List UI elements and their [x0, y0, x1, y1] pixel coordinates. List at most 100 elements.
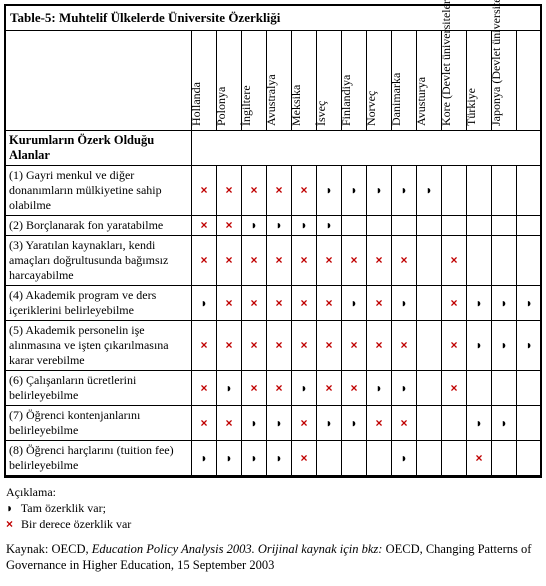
row-label: (7) Öğrenci kontenjanlarını belirleyebil… [6, 406, 192, 441]
cell: × [242, 286, 267, 321]
cell [342, 441, 367, 476]
cell: ◗ [342, 286, 367, 321]
cell: × [192, 236, 217, 286]
cell: × [442, 286, 467, 321]
row-label: (5) Akademik personelin işe alınmasına v… [6, 321, 192, 371]
cell: × [342, 321, 367, 371]
cell: × [442, 321, 467, 371]
cell: × [217, 406, 242, 441]
table-title: Table-5: Muhtelif Ülkelerde Üniversite Ö… [6, 6, 542, 31]
cell [417, 406, 442, 441]
cell: × [392, 321, 417, 371]
cell: × [317, 321, 342, 371]
cell: ◗ [517, 286, 542, 321]
cell [392, 216, 417, 236]
cell: ◗ [267, 441, 292, 476]
cell [492, 441, 517, 476]
row-label: (1) Gayri menkul ve diğer donanımların m… [6, 166, 192, 216]
cell [492, 216, 517, 236]
column-header: Avustralya [267, 31, 292, 131]
cell [517, 406, 542, 441]
cell: × [192, 216, 217, 236]
cell: × [267, 286, 292, 321]
cell: ◗ [192, 286, 217, 321]
cell: ◗ [342, 166, 367, 216]
cell: × [467, 441, 492, 476]
cell: × [392, 406, 417, 441]
cell: × [292, 286, 317, 321]
cell [467, 166, 492, 216]
cell: × [392, 236, 417, 286]
source-note: Kaynak: OECD, Education Policy Analysis … [4, 535, 542, 583]
cell: × [292, 166, 317, 216]
legend-heading: Açıklama: [6, 485, 56, 499]
row-label: (6) Çalışanların ücretlerini belirleyebi… [6, 371, 192, 406]
cell: × [192, 321, 217, 371]
cell: × [217, 321, 242, 371]
cell: ◗ [492, 406, 517, 441]
column-header: Kore (Devlet üniversiteleri) [442, 31, 467, 131]
cell: × [367, 286, 392, 321]
cell: × [367, 321, 392, 371]
cell [417, 236, 442, 286]
cell [367, 216, 392, 236]
cell: × [242, 236, 267, 286]
row-label: (4) Akademik program ve ders içeriklerin… [6, 286, 192, 321]
cell: × [267, 321, 292, 371]
header-blank [6, 31, 192, 131]
column-header: Japonya (Devlet üniversiteleri) [492, 31, 517, 131]
cell: ◗ [292, 216, 317, 236]
cell: × [342, 371, 367, 406]
row-label: (8) Öğrenci harçlarını (tuition fee) bel… [6, 441, 192, 476]
cell: × [342, 236, 367, 286]
cell: × [192, 371, 217, 406]
cell: ◗ [467, 321, 492, 371]
cell [492, 371, 517, 406]
cell: × [242, 321, 267, 371]
cell [417, 321, 442, 371]
autonomy-table: Table-5: Muhtelif Ülkelerde Üniversite Ö… [5, 5, 542, 476]
cell: × [317, 236, 342, 286]
cell [517, 236, 542, 286]
cell [517, 371, 542, 406]
cell: ◗ [267, 406, 292, 441]
cell: × [267, 371, 292, 406]
cell: × [292, 406, 317, 441]
cell [517, 166, 542, 216]
legend-full: Tam özerklik var; [21, 501, 106, 515]
column-header: Hollanda [192, 31, 217, 131]
cell [367, 441, 392, 476]
column-header: Finlandiya [342, 31, 367, 131]
cell: ◗ [317, 406, 342, 441]
column-header: Danimarka [392, 31, 417, 131]
cell: ◗ [292, 371, 317, 406]
cell: × [267, 166, 292, 216]
column-header: İsveç [317, 31, 342, 131]
section-heading: Kurumların Özerk Olduğu Alanlar [6, 131, 192, 166]
cell [417, 216, 442, 236]
cell: ◗ [467, 406, 492, 441]
legend: Açıklama: ◗ Tam özerklik var; × Bir dere… [4, 478, 542, 535]
cell: ◗ [267, 216, 292, 236]
cell: × [217, 216, 242, 236]
cell: × [292, 236, 317, 286]
cell: × [242, 166, 267, 216]
row-label: (2) Borçlanarak fon yaratabilme [6, 216, 192, 236]
cell: × [217, 236, 242, 286]
cell: ◗ [392, 371, 417, 406]
cell: × [317, 371, 342, 406]
cell: ◗ [492, 321, 517, 371]
cell: ◗ [242, 441, 267, 476]
column-header [517, 31, 542, 131]
row-label: (3) Yaratılan kaynakları, kendi amaçları… [6, 236, 192, 286]
cell [467, 236, 492, 286]
cell: ◗ [367, 166, 392, 216]
cell: ◗ [467, 286, 492, 321]
cell: × [367, 406, 392, 441]
cell: × [217, 286, 242, 321]
cell [467, 371, 492, 406]
cell [442, 216, 467, 236]
cell: ◗ [392, 166, 417, 216]
column-header: İngiltere [242, 31, 267, 131]
cell [442, 406, 467, 441]
